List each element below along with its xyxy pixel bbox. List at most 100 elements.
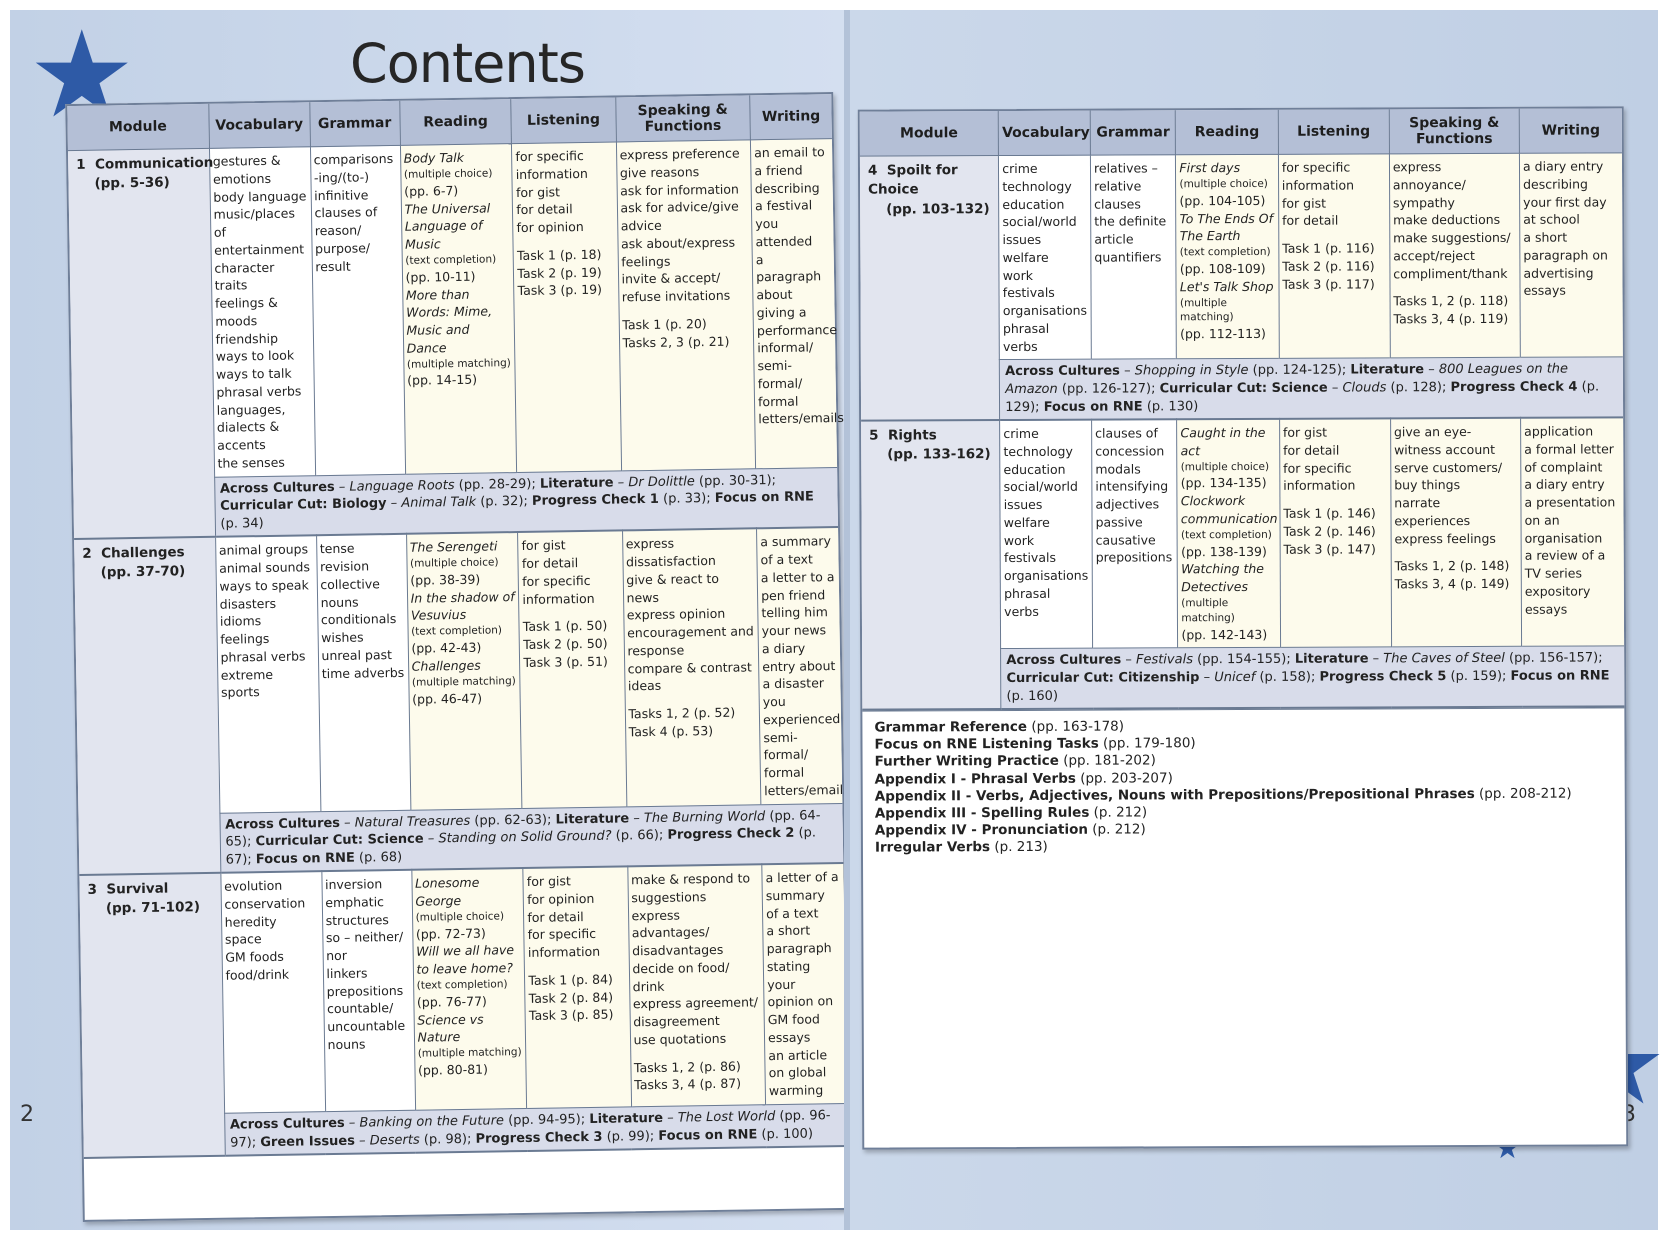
grammar-cell-item: clauses of reason/ purpose/ result [314, 204, 378, 274]
page-gutter [844, 10, 854, 1230]
literature-pages: (pp. 156-157); [1508, 650, 1603, 667]
col-header-grammar: Grammar [1090, 110, 1176, 156]
reading-pages: (pp. 112-113) [1180, 326, 1266, 342]
reading-pages: (pp. 142-143) [1181, 626, 1268, 642]
vocabulary-cell-item: work [1002, 267, 1033, 283]
reading-pages: (pp. 72-73) [415, 925, 486, 942]
writing-cell-item: a diary entry about a disaster you exper… [761, 640, 841, 728]
reading-task-type: (multiple matching) [417, 1046, 522, 1060]
module-heading: 4 Spoilt for Choice [868, 162, 958, 198]
across-pages: (pp. 124-125); [1252, 362, 1347, 379]
across-title: Natural Treasures [354, 813, 471, 831]
appendix-list: Grammar Reference (pp. 163-178) Focus on … [862, 707, 1626, 865]
listening-cell-task: Task 1 (p. 18) [516, 246, 602, 263]
grammar-cell-item: prepositions [326, 982, 404, 999]
vocabulary-cell-item: body language [213, 188, 307, 205]
progress-check-pages: (p. 33); [662, 491, 711, 507]
reading-task-type: (multiple choice) [403, 167, 493, 181]
listening-cell-item: for gist [526, 873, 571, 890]
grammar-cell-item: linkers [326, 965, 368, 982]
reading-cell: First days (multiple choice) (pp. 104-105)… [1175, 154, 1280, 360]
speaking-cell-tasks: Tasks 1, 2 (p. 148) Tasks 3, 4 (p. 149) [1395, 557, 1518, 593]
across-pages: (pp. 28-29); [458, 476, 536, 493]
left-page: ★ Contents 2 Module Vocabulary Grammar R… [10, 10, 851, 1230]
module-cell: 2 Challenges (pp. 37-70) [74, 537, 221, 876]
reading-pages: (pp. 38-39) [410, 571, 481, 588]
module-heading: 1 Communication [76, 155, 213, 173]
book-spread: ★ Contents 2 Module Vocabulary Grammar R… [10, 10, 1667, 1230]
contents-table-right: Module Vocabulary Grammar Reading Listen… [857, 106, 1629, 1150]
literature-label: Literature [539, 475, 614, 492]
writing-cell-item: a diary entry [1524, 476, 1605, 493]
grammar-cell-item: wishes [321, 629, 364, 646]
appendix-pages: (pp. 181-202) [1063, 752, 1156, 770]
contents-table-left: Module Vocabulary Grammar Reading Listen… [65, 92, 851, 1222]
speaking-cell-task: Tasks 3, 4 (p. 119) [1393, 311, 1509, 327]
vocabulary-cell-item: space [224, 931, 262, 948]
appendix-pages: (pp. 208-212) [1478, 785, 1572, 802]
vocabulary-cell-item: idioms [219, 613, 262, 630]
vocabulary-cell-item: extreme sports [220, 666, 274, 701]
reading-title: Body Talk [403, 150, 465, 166]
writing-cell-item: a review of a TV series [1524, 547, 1606, 581]
progress-check-label: Progress Check 1 [531, 492, 660, 510]
listening-cell-item: for opinion [516, 219, 584, 236]
grammar-cell-item: time adverbs [321, 664, 405, 681]
col-header-module: Module [859, 111, 999, 157]
reading-pages: (pp. 108-109) [1179, 260, 1266, 277]
curricular-label: Green Issues [260, 1133, 356, 1150]
reading-cell: The Serengeti (multiple choice) (pp. 38-39… [406, 532, 523, 810]
module-extras-band: Across Cultures – Natural Treasures (pp.… [219, 803, 844, 873]
curricular-pages: (p. 158); [1259, 669, 1316, 685]
grammar-cell-item: inversion [324, 876, 383, 893]
module-extras-band: Across Cultures – Banking on the Future … [224, 1103, 848, 1156]
grammar-cell-item: -ing/(to-) infinitive [313, 169, 370, 203]
module-row: 3 Survival (pp. 71-102) evolution conservat… [79, 863, 848, 1159]
literature-title: The Burning World [643, 808, 766, 826]
col-header-writing: Writing [1519, 108, 1622, 154]
grammar-cell-item: modals [1095, 461, 1141, 477]
reading-pages: (pp. 10-11) [405, 268, 476, 285]
module-extras-band: Across Cultures – Festivals (pp. 154-155… [1000, 646, 1625, 710]
reading-task-type: (multiple matching) [1179, 296, 1234, 324]
speaking-cell-item: compliment/thank [1393, 265, 1508, 282]
vocabulary-cell-item: phrasal verbs [216, 383, 302, 400]
speaking-cell: express dissatisfaction give & react to n… [622, 528, 761, 807]
listening-cell-item: for specific information [522, 572, 595, 607]
listening-cell-item: for gist [515, 184, 561, 200]
module-heading: 2 Challenges [82, 545, 185, 563]
page-number-left: 2 [20, 1102, 34, 1127]
across-label: Across Cultures [225, 815, 341, 833]
across-label: Across Cultures [1005, 363, 1120, 380]
speaking-cell-item: use quotations [633, 1030, 727, 1048]
speaking-cell-item: ask for advice/give advice [620, 198, 739, 234]
grammar-cell-item: comparisons [313, 151, 394, 168]
listening-cell-task: Task 3 (p. 85) [528, 1007, 614, 1024]
appendix-pages: (pp. 179-180) [1102, 735, 1196, 752]
listening-cell: for gist for detail for specific informati… [517, 530, 627, 809]
module-number: 4 [867, 162, 878, 179]
listening-cell-item: for specific information [527, 926, 601, 961]
module-name: Rights [887, 427, 937, 444]
writing-cell: application a formal letter of complaint a… [1520, 417, 1625, 647]
vocabulary-cell-item: technology [1002, 178, 1072, 194]
speaking-cell-task: Tasks 2, 3 (p. 21) [622, 333, 730, 351]
reading-pages: (pp. 42-43) [411, 639, 482, 656]
module-heading: 5 Rights [869, 427, 937, 443]
speaking-cell-item: invite & accept/ refuse invitations [621, 270, 731, 305]
vocabulary-cell-item: technology [1003, 443, 1073, 459]
writing-cell-item: an email to a friend describing a festiv… [754, 144, 825, 250]
module-row: 2 Challenges (pp. 37-70) animal groups anim… [74, 527, 850, 876]
speaking-cell-item: give an eye-witness account [1393, 424, 1496, 458]
reading-task-type: (text completion) [416, 978, 508, 992]
curricular-label: Curricular Cut: Science [1159, 380, 1328, 397]
speaking-cell: give an eye-witness account serve custome… [1390, 417, 1522, 648]
progress-check-label: Progress Check 3 [475, 1129, 603, 1147]
module-extras-band: Across Cultures – Shopping in Style (pp.… [999, 357, 1624, 421]
reading-task-type: (text completion) [411, 624, 503, 638]
grammar-cell: comparisons -ing/(to-) infinitive clauses … [309, 145, 406, 476]
reading-pages: (pp. 138-139) [1181, 543, 1267, 559]
listening-cell-tasks: Task 1 (p. 116) Task 2 (p. 116) Task 3 (p.… [1282, 240, 1386, 294]
vocabulary-cell-item: organisations [1002, 302, 1088, 319]
module-row: 1 Communication (pp. 5-36) gestures & emot… [68, 138, 844, 540]
